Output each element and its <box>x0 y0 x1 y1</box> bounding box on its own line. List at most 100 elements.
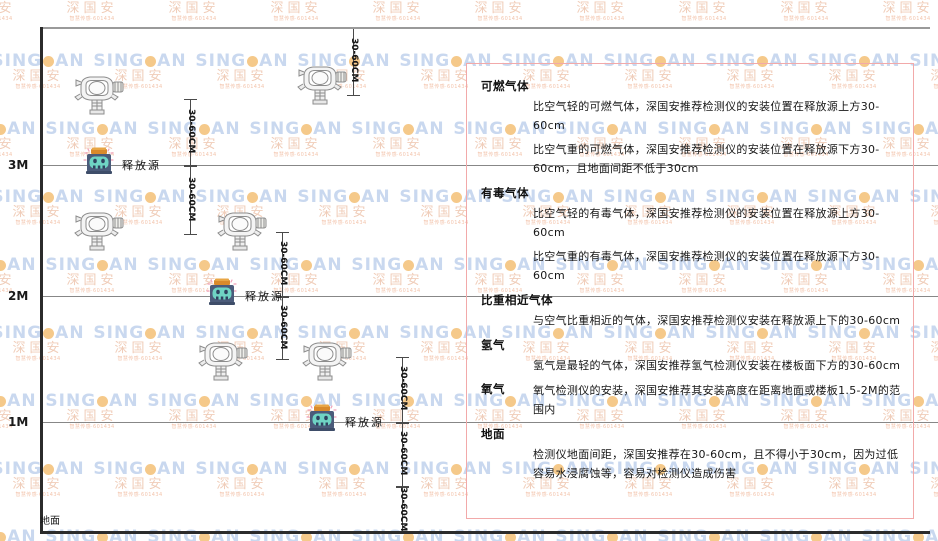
watermark-dot-icon <box>145 328 157 339</box>
watermark-dot-icon <box>0 124 7 135</box>
watermark-dot-icon <box>0 532 7 541</box>
level-label-2m: 2M <box>8 289 29 303</box>
watermark-sub: 智慧传感·601434 <box>171 424 217 430</box>
level-line-1m <box>40 422 938 423</box>
watermark-dot-icon <box>301 124 313 135</box>
watermark-dot-icon <box>913 396 925 407</box>
level-line-3m <box>40 165 938 166</box>
release-source-label: 释放源 <box>245 290 284 303</box>
watermark-sub: 智慧传感·601434 <box>117 492 163 498</box>
watermark-dot-icon <box>349 192 361 203</box>
gas-detector <box>215 208 271 256</box>
dimension-line <box>396 357 409 423</box>
panel-section-text: 氧气检测仪的安装，深国安推荐其安装高度在距离地面或楼板1.5-2M的范围内 <box>533 384 901 416</box>
watermark-brand-cn: 深国安 <box>372 137 424 152</box>
panel-section: 氧气 氧气检测仪的安装，深国安推荐其安装高度在距离地面或楼板1.5-2M的范围内 <box>481 381 901 419</box>
watermark-dot-icon <box>97 260 109 271</box>
watermark-sub: 智慧传感·601434 <box>117 356 163 362</box>
watermark-dot-icon <box>199 260 211 271</box>
dimension-label: 30-60CM <box>278 240 288 285</box>
gas-detector-icon <box>302 342 352 381</box>
release-source-icon <box>83 147 114 174</box>
panel-section-text: 比空气轻的可燃气体，深国安推荐检测仪的安装位置在释放源上方30-60cm <box>533 100 880 132</box>
watermark-brand-cn: 深国安 <box>168 1 220 16</box>
floor-line <box>40 531 930 534</box>
dimension-line <box>276 297 289 360</box>
watermark-dot-icon <box>451 56 463 67</box>
dimension-tick <box>396 486 409 487</box>
gas-detector <box>300 338 356 386</box>
watermark-brand-cn: 深国安 <box>216 69 268 84</box>
dimension-label: 30-60CM <box>186 108 196 153</box>
watermark-sub: 智慧传感·601434 <box>321 220 367 226</box>
release-source-label: 释放源 <box>122 159 161 172</box>
dimension-label: 30-60CM <box>398 486 408 531</box>
watermark-brand-cn: 深国安 <box>114 477 166 492</box>
watermark-brand-cn: 深国安 <box>270 273 322 288</box>
gas-detector-icon <box>217 212 267 251</box>
watermark-dot-icon <box>247 464 259 475</box>
dimension-tick <box>184 234 197 235</box>
watermark-dot-icon <box>247 192 259 203</box>
watermark-brand-cn: 深国安 <box>318 477 370 492</box>
watermark-dot-icon <box>199 124 211 135</box>
dimension-tick <box>276 359 289 360</box>
watermark-sub: 智慧传感·601434 <box>69 424 115 430</box>
watermark-sub: 智慧传感·601434 <box>579 16 625 22</box>
watermark-sub: 智慧传感·601434 <box>375 16 421 22</box>
dimension-tick <box>396 423 409 424</box>
watermark-dot-icon <box>349 464 361 475</box>
release-source <box>82 147 116 181</box>
panel-section-heading: 氢气 <box>481 338 505 352</box>
watermark-sub: 智慧传感·601434 <box>0 16 13 22</box>
watermark-dot-icon <box>43 56 55 67</box>
watermark-dot-icon <box>43 192 55 203</box>
watermark-dot-icon <box>145 192 157 203</box>
watermark-brand-cn: 深国安 <box>780 1 832 16</box>
watermark-sub: 智慧传感·601434 <box>171 16 217 22</box>
dimension-tick <box>184 165 197 166</box>
watermark-brand-cn: 深国安 <box>114 341 166 356</box>
watermark-sub: 智慧传感·601434 <box>219 84 265 90</box>
watermark-sub: 智慧传感·601434 <box>681 16 727 22</box>
watermark-brand-cn: 深国安 <box>372 273 424 288</box>
watermark-brand-cn: 深国安 <box>66 1 118 16</box>
panel-section-heading: 氧气 <box>481 382 505 396</box>
panel-section-text: 检测仪地面间距，深国安推荐在30-60cm，且不得小于30cm，因为过低容易水浸… <box>533 448 899 480</box>
gas-detector-icon <box>74 212 124 251</box>
dimension-label: 30-60CM <box>398 431 408 476</box>
watermark-dot-icon <box>97 396 109 407</box>
panel-section-heading: 比重相近气体 <box>481 293 553 307</box>
watermark-dot-icon <box>301 260 313 271</box>
watermark-brand-cn: 深国安 <box>576 1 628 16</box>
wall-line <box>40 27 43 534</box>
